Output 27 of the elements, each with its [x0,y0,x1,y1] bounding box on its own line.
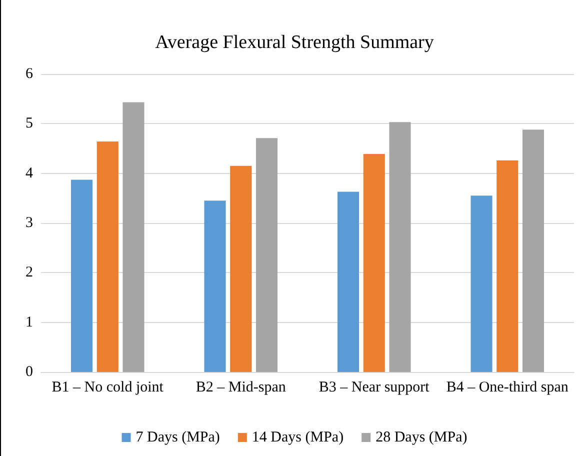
y-tick-label: 2 [26,264,33,281]
bar [470,196,492,372]
bar [522,130,544,372]
bar [230,166,252,372]
bar [389,122,411,372]
y-tick-label: 3 [26,215,33,231]
bar [496,160,518,372]
legend-label: 28 Days (MPa) [376,430,468,446]
x-tick-label: B3 – Near support [318,380,430,396]
bar [70,180,93,372]
y-tick-label: 0 [26,364,33,380]
bar [204,200,226,372]
x-tick-label: B1 – No cold joint [52,380,164,396]
legend-label: 14 Days (MPa) [252,430,344,446]
y-tick-label: 4 [26,165,34,182]
chart-title: Average Flexural Strength Summary [155,32,434,53]
x-tick-label: B4 – One-third span [446,380,569,396]
bar [256,138,278,372]
bar [122,102,144,372]
y-tick-label: 1 [26,314,33,330]
bar [363,154,385,372]
x-tick-label: B2 – Mid-span [196,380,286,396]
legend-label: 7 Days (MPa) [136,430,220,446]
bar [96,142,118,372]
y-tick-label: 5 [26,116,33,132]
y-tick-label: 6 [26,66,34,82]
bar [337,192,360,372]
